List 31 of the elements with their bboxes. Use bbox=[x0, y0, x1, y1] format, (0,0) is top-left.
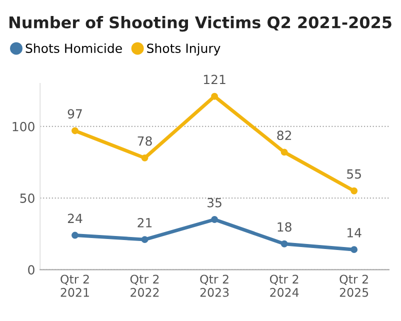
point bbox=[280, 148, 288, 156]
point bbox=[211, 92, 218, 100]
data-label: 35 bbox=[208, 198, 222, 208]
data-label: 97 bbox=[68, 109, 82, 119]
x-tick-label: Qtr 2 2021 bbox=[60, 274, 89, 297]
point bbox=[72, 127, 78, 134]
y-tick-label: 0 bbox=[28, 265, 34, 275]
chart-title: Number of Shooting Victims Q2 2021-2025 bbox=[9, 16, 392, 32]
data-label: 121 bbox=[204, 74, 226, 84]
point bbox=[280, 240, 288, 248]
point bbox=[72, 232, 78, 239]
point bbox=[141, 154, 148, 162]
x-tick-label: Qtr 2 2022 bbox=[130, 274, 159, 297]
legend-label: Shots Injury bbox=[147, 43, 220, 56]
data-label: 78 bbox=[138, 136, 152, 146]
point bbox=[141, 236, 148, 244]
data-label: 21 bbox=[138, 218, 152, 228]
data-label: 24 bbox=[68, 214, 82, 223]
data-label: 18 bbox=[278, 222, 292, 232]
x-tick-label: Qtr 2 2025 bbox=[340, 274, 368, 297]
x-tick-label: Qtr 2 2023 bbox=[200, 274, 229, 297]
y-tick-label: 100 bbox=[12, 122, 34, 132]
data-label: 14 bbox=[348, 228, 362, 238]
point bbox=[350, 187, 358, 194]
point bbox=[211, 216, 218, 223]
data-label: 55 bbox=[347, 169, 361, 179]
legend-label: Shots Homicide bbox=[26, 43, 122, 54]
y-tick-label: 50 bbox=[20, 194, 34, 203]
data-label: 82 bbox=[277, 130, 292, 140]
x-tick-label: Qtr 2 2024 bbox=[270, 274, 299, 297]
point bbox=[350, 246, 358, 254]
